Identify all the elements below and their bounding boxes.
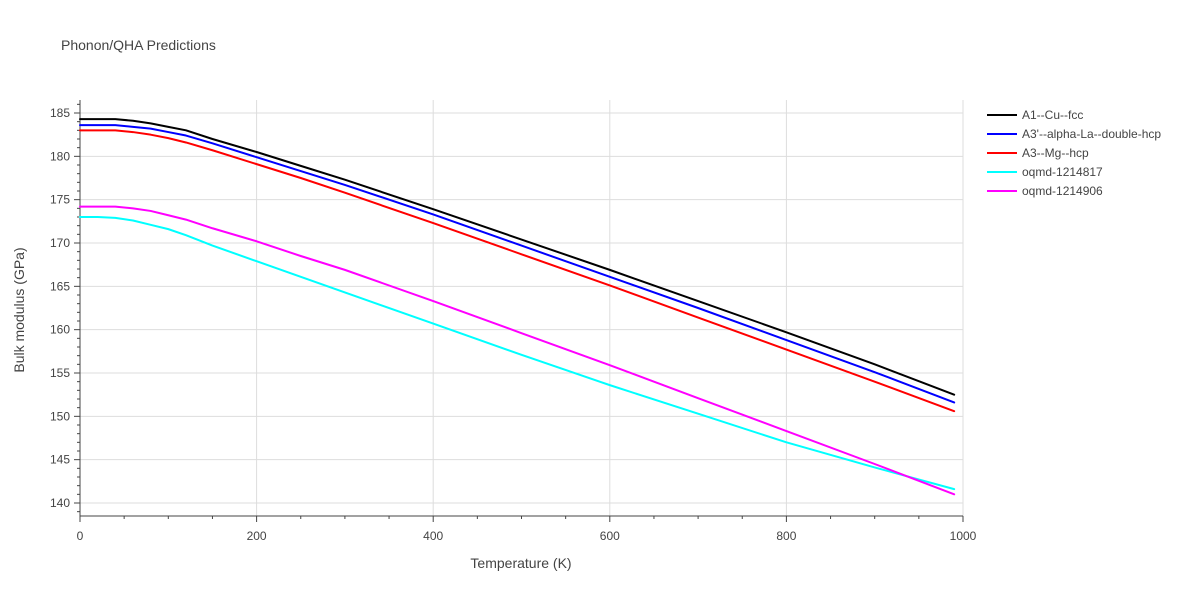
series-line bbox=[79, 118, 956, 396]
series-line bbox=[79, 124, 956, 404]
series-lines bbox=[79, 118, 956, 496]
legend-label: A3'--alpha-La--double-hcp bbox=[1022, 127, 1161, 141]
legend-label: A3--Mg--hcp bbox=[1022, 146, 1089, 160]
x-tick-label: 800 bbox=[776, 529, 796, 543]
y-tick-label: 155 bbox=[50, 366, 70, 380]
y-axis-title: Bulk modulus (GPa) bbox=[11, 247, 27, 372]
y-tick-label: 175 bbox=[50, 193, 70, 207]
tick-labels: 0 200 400 600 800 1000 140 145 150 155 160 165 170 17… bbox=[50, 106, 977, 543]
x-axis-title: Temperature (K) bbox=[470, 555, 571, 571]
grid bbox=[80, 100, 964, 516]
y-tick-label: 185 bbox=[50, 106, 70, 120]
y-tick-label: 180 bbox=[50, 149, 70, 163]
y-tick-label: 150 bbox=[50, 409, 70, 423]
y-tick-label: 160 bbox=[50, 323, 70, 337]
series-line bbox=[79, 205, 956, 496]
y-tick-label: 165 bbox=[50, 279, 70, 293]
y-tick-label: 170 bbox=[50, 236, 70, 250]
x-tick-label: 400 bbox=[423, 529, 443, 543]
series-line bbox=[79, 129, 956, 413]
legend-item[interactable]: A3--Mg--hcp bbox=[987, 146, 1089, 160]
series-line bbox=[79, 216, 956, 491]
x-tick-label: 1000 bbox=[950, 529, 977, 543]
y-tick-label: 145 bbox=[50, 453, 70, 467]
legend-label: oqmd-1214906 bbox=[1022, 184, 1103, 198]
axes bbox=[74, 100, 964, 522]
legend-label: oqmd-1214817 bbox=[1022, 165, 1103, 179]
legend-item[interactable]: A1--Cu--fcc bbox=[987, 108, 1083, 122]
x-tick-label: 0 bbox=[77, 529, 84, 543]
x-tick-label: 200 bbox=[247, 529, 267, 543]
x-tick-label: 600 bbox=[600, 529, 620, 543]
chart-title: Phonon/QHA Predictions bbox=[61, 37, 216, 53]
legend-item[interactable]: oqmd-1214906 bbox=[987, 184, 1103, 198]
legend-label: A1--Cu--fcc bbox=[1022, 108, 1083, 122]
legend-item[interactable]: A3'--alpha-La--double-hcp bbox=[987, 127, 1161, 141]
legend-item[interactable]: oqmd-1214817 bbox=[987, 165, 1103, 179]
legend[interactable]: A1--Cu--fcc A3'--alpha-La--double-hcp A3--… bbox=[987, 108, 1161, 198]
y-tick-label: 140 bbox=[50, 496, 70, 510]
